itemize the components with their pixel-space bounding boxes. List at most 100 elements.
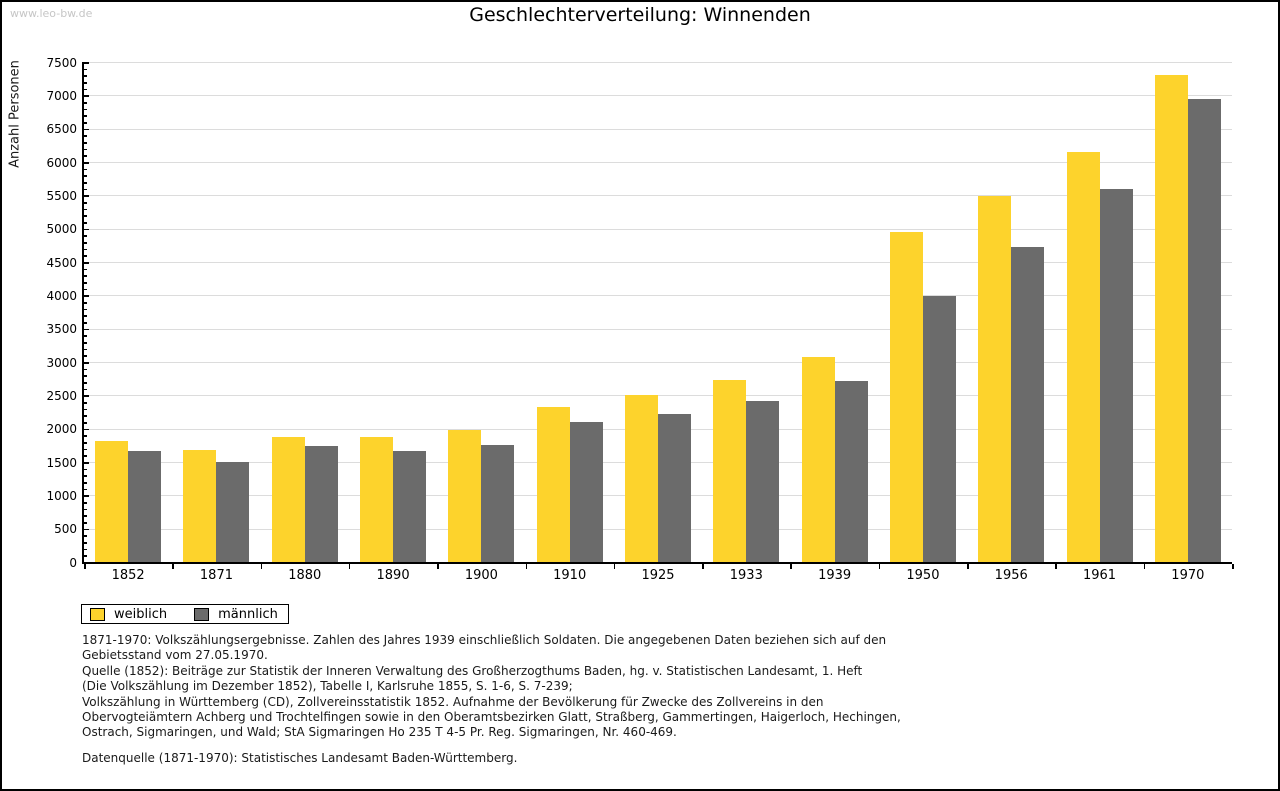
chart-title: Geschlechterverteilung: Winnenden — [469, 4, 811, 26]
y-minor-tick — [84, 442, 87, 444]
x-tick-label: 1961 — [1082, 568, 1117, 583]
y-tick-label: 7000 — [46, 88, 77, 103]
y-major-tick — [84, 395, 89, 397]
y-minor-tick — [84, 535, 87, 537]
x-tick — [790, 564, 792, 569]
bar-männlich-1961 — [1099, 188, 1133, 562]
y-major-tick — [84, 362, 89, 364]
y-major-tick — [84, 462, 89, 464]
x-axis-line — [82, 562, 1232, 564]
bar-männlich-1970 — [1187, 98, 1221, 562]
gridline — [84, 328, 1232, 330]
y-minor-tick — [84, 475, 87, 477]
bar-männlich-1880 — [304, 446, 338, 562]
y-minor-tick — [84, 342, 87, 344]
x-tick — [702, 564, 704, 569]
y-minor-tick — [84, 515, 87, 517]
y-major-tick — [84, 428, 89, 431]
bar-männlich-1890 — [393, 451, 427, 562]
y-minor-tick — [84, 202, 87, 204]
y-minor-tick — [84, 275, 87, 277]
y-minor-tick — [84, 182, 87, 184]
y-tick-label: 0 — [69, 555, 77, 570]
y-axis-line — [82, 62, 84, 564]
y-tick-label: 2000 — [46, 422, 77, 437]
y-minor-tick — [84, 142, 87, 144]
y-minor-tick — [84, 422, 87, 424]
x-tick — [172, 564, 174, 569]
y-minor-tick — [84, 168, 87, 171]
y-major-tick — [84, 228, 89, 231]
footer-source-paragraph: 1871-1970: Volkszählungsergebnisse. Zahl… — [82, 633, 901, 740]
y-major-tick — [84, 62, 89, 64]
y-minor-tick — [84, 448, 87, 451]
y-minor-tick — [84, 542, 87, 544]
y-tick-label: 4000 — [46, 288, 77, 303]
bar-weiblich-1933 — [713, 380, 747, 562]
y-major-tick — [84, 528, 89, 531]
bar-männlich-1939 — [834, 381, 868, 562]
bar-weiblich-1900 — [448, 430, 482, 562]
y-major-tick — [84, 195, 89, 197]
y-tick-label: 3000 — [46, 355, 77, 370]
y-minor-tick — [84, 235, 87, 237]
bar-weiblich-1925 — [625, 394, 658, 562]
y-minor-tick — [84, 508, 87, 511]
maennlich-swatch-icon — [194, 607, 210, 621]
y-minor-tick — [84, 555, 87, 557]
legend-label-weiblich: weiblich — [114, 606, 168, 622]
y-tick-label: 6000 — [46, 155, 77, 170]
x-tick-label: 1890 — [376, 568, 410, 583]
y-minor-tick — [84, 75, 87, 77]
x-tick-label: 1910 — [553, 568, 587, 583]
bar-weiblich-1880 — [271, 437, 305, 562]
legend-label-maennlich: männlich — [218, 606, 278, 622]
x-tick — [1055, 564, 1057, 569]
y-minor-tick — [84, 108, 87, 111]
gridline — [84, 195, 1232, 197]
x-tick-label: 1950 — [906, 568, 940, 583]
gridline — [84, 95, 1232, 97]
y-minor-tick — [84, 215, 87, 217]
y-minor-tick — [84, 335, 87, 337]
x-tick — [348, 564, 351, 569]
y-minor-tick — [84, 175, 87, 177]
x-tick — [525, 564, 528, 569]
y-minor-tick — [84, 348, 87, 351]
y-minor-tick — [84, 148, 87, 151]
bar-männlich-1925 — [658, 414, 691, 562]
y-minor-tick — [84, 268, 87, 271]
gridline — [84, 62, 1232, 63]
y-minor-tick — [84, 255, 87, 257]
y-minor-tick — [84, 455, 87, 457]
bar-weiblich-1871 — [183, 450, 217, 562]
x-tick — [613, 564, 616, 569]
footer-datasource-paragraph: Datenquelle (1871-1970): Statistisches L… — [82, 750, 518, 765]
y-minor-tick — [84, 208, 87, 211]
x-tick — [1232, 564, 1234, 569]
y-tick-label: 1500 — [46, 455, 77, 470]
bar-weiblich-1970 — [1154, 75, 1188, 562]
x-tick — [437, 564, 439, 569]
y-minor-tick — [84, 248, 87, 251]
gridline — [84, 395, 1232, 397]
y-minor-tick — [84, 115, 87, 117]
y-minor-tick — [84, 415, 87, 417]
bar-männlich-1871 — [216, 462, 250, 562]
x-tick-label: 1925 — [641, 568, 675, 583]
bar-weiblich-1852 — [95, 440, 129, 562]
x-tick — [84, 564, 86, 569]
bar-weiblich-1961 — [1066, 152, 1100, 562]
y-major-tick — [84, 95, 89, 97]
legend-item-weiblich: weiblich — [90, 607, 167, 622]
y-minor-tick — [84, 288, 87, 291]
bar-männlich-1956 — [1011, 246, 1045, 562]
y-minor-tick — [84, 382, 87, 384]
y-major-tick — [84, 328, 89, 331]
y-minor-tick — [84, 435, 87, 437]
y-minor-tick — [84, 315, 87, 317]
legend: weiblich männlich — [81, 604, 289, 624]
bar-weiblich-1950 — [889, 232, 923, 562]
